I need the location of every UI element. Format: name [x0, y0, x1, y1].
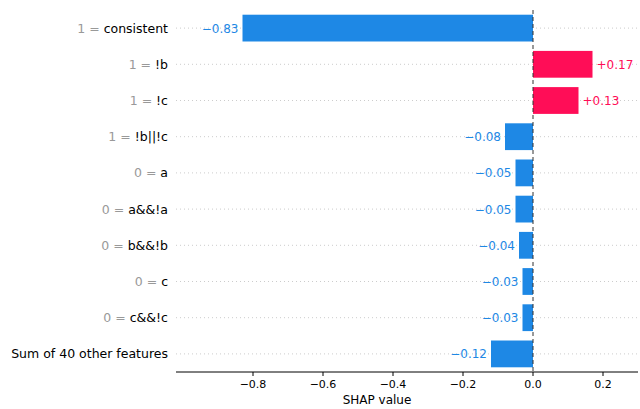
bar — [519, 232, 533, 259]
category-label: 0 = c&&!c — [103, 310, 168, 325]
bar — [523, 304, 534, 331]
x-tick-label: 0.0 — [524, 378, 542, 391]
row-grid-line — [176, 172, 638, 173]
data-label: −0.03 — [482, 311, 519, 325]
category-label: 0 = a — [134, 165, 168, 180]
row-grid-line — [176, 136, 638, 137]
x-tick — [463, 372, 464, 376]
x-tick — [253, 372, 254, 376]
x-tick — [323, 372, 324, 376]
data-label: −0.08 — [464, 130, 501, 144]
zero-line — [533, 10, 534, 372]
chart: −0.83 +0.17 +0.13 −0.08 −0.05 −0.05 −0.04 −0.03… — [0, 0, 640, 409]
chart-root: −0.83 +0.17 +0.13 −0.08 −0.05 −0.05 −0.04 −0.03… — [0, 0, 640, 409]
bar — [516, 160, 534, 187]
data-label: −0.05 — [475, 166, 512, 180]
category-label: Sum of 40 other features — [11, 346, 168, 361]
x-tick — [603, 372, 604, 376]
row-grid-line — [176, 281, 638, 282]
bar — [516, 196, 534, 223]
row-grid-line — [176, 353, 638, 354]
x-tick-label: 0.2 — [594, 378, 612, 391]
bar — [243, 15, 534, 42]
data-label: +0.13 — [583, 94, 620, 108]
category-label: 0 = b&&!b — [101, 238, 168, 253]
bar — [533, 51, 593, 78]
data-label: +0.17 — [597, 58, 634, 72]
x-tick — [533, 372, 534, 376]
category-label: 1 = !b||!c — [108, 129, 168, 144]
bar — [491, 341, 533, 368]
category-label: 1 = consistent — [77, 21, 168, 36]
x-tick — [393, 372, 394, 376]
data-label: −0.04 — [478, 239, 515, 253]
category-label: 0 = c — [135, 274, 168, 289]
x-tick-label: −0.8 — [240, 378, 267, 391]
x-tick-label: −0.4 — [380, 378, 407, 391]
data-label: −0.03 — [482, 275, 519, 289]
data-label: −0.05 — [475, 203, 512, 217]
bar — [505, 123, 533, 150]
category-label: 1 = !b — [129, 57, 168, 72]
bar — [523, 268, 534, 295]
bar — [533, 87, 579, 114]
row-grid-line — [176, 209, 638, 210]
row-grid-line — [176, 317, 638, 318]
x-axis-line — [176, 372, 638, 373]
x-tick-label: −0.2 — [450, 378, 477, 391]
x-axis-label: SHAP value — [343, 393, 412, 407]
category-label: 1 = !c — [130, 93, 168, 108]
data-label: −0.12 — [450, 347, 487, 361]
category-label: 0 = a&&!a — [102, 202, 168, 217]
row-grid-line — [176, 245, 638, 246]
data-label: −0.83 — [202, 22, 239, 36]
x-tick-label: −0.6 — [310, 378, 337, 391]
bars — [243, 15, 593, 368]
